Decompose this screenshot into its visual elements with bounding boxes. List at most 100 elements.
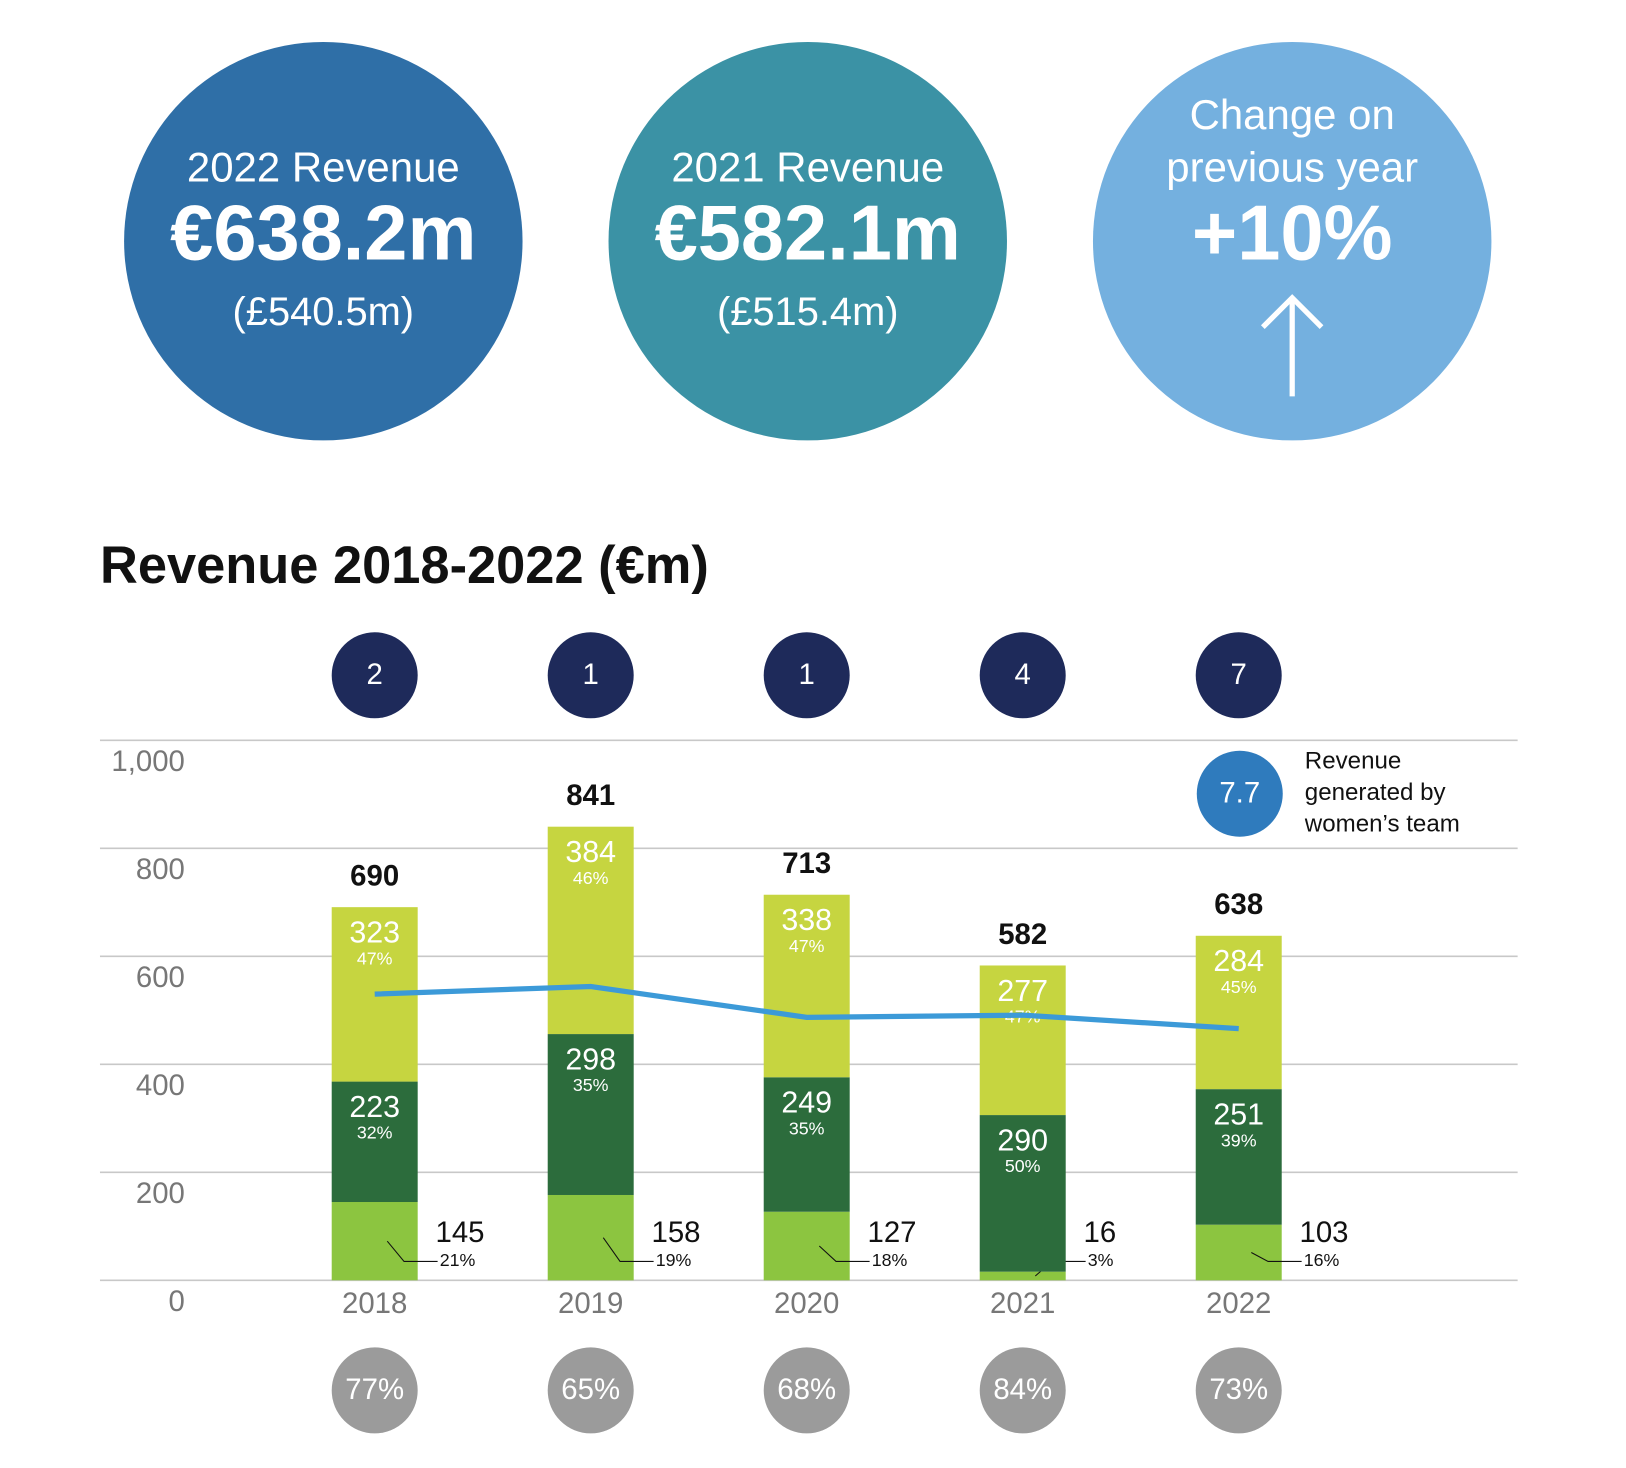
trend-line — [374, 983, 1239, 1032]
top-badge — [1195, 632, 1282, 719]
x-tick-label: 2021 — [990, 1287, 1055, 1320]
y-tick-label: 0 — [169, 1285, 185, 1318]
total-label: 713 — [782, 847, 831, 880]
total-label: 690 — [350, 860, 399, 893]
bar-segment — [1195, 1089, 1282, 1225]
bar-segment — [979, 965, 1066, 1116]
top-badge-label: 2 — [367, 658, 383, 691]
share-label: 35% — [573, 1075, 609, 1095]
bottom-badge — [1195, 1347, 1282, 1434]
y-tick-label: 400 — [136, 1069, 185, 1102]
bottom-badge-label: 73% — [1209, 1373, 1268, 1406]
kpi-title: 2022 Revenue — [186, 144, 460, 191]
share-label: 45% — [1221, 977, 1257, 997]
share-label: 21% — [440, 1250, 476, 1270]
bottom-badge-label: 77% — [345, 1373, 404, 1406]
legend-badge-label: 7.7 — [1219, 777, 1260, 810]
total-label: 582 — [998, 918, 1047, 951]
chart-title: Revenue 2018-2022 (€m) — [100, 537, 709, 595]
leader-line — [818, 1245, 870, 1262]
kpi-value: +10% — [1192, 191, 1393, 277]
share-label: 16% — [1304, 1250, 1340, 1270]
top-badge-label: 1 — [583, 658, 599, 691]
kpi-sub: (£540.5m) — [233, 290, 415, 334]
value-label: 384 — [565, 835, 616, 869]
bar-segment — [979, 1271, 1066, 1281]
x-tick-label: 2019 — [558, 1287, 623, 1320]
leader-line — [1251, 1252, 1302, 1262]
bar-segment — [1195, 935, 1282, 1090]
bar-segment — [331, 1202, 418, 1281]
x-tick-label: 2020 — [774, 1287, 839, 1320]
bottom-badge-label: 68% — [777, 1373, 836, 1406]
top-badge-label: 1 — [799, 658, 815, 691]
kpi-circle — [608, 41, 1007, 441]
share-label: 3% — [1088, 1250, 1114, 1270]
bar-segment — [979, 1115, 1066, 1272]
bottom-badge — [763, 1347, 850, 1434]
share-label: 50% — [1005, 1156, 1041, 1176]
top-badge-label: 7 — [1231, 658, 1247, 691]
share-label: 46% — [573, 868, 609, 888]
value-label: 103 — [1300, 1216, 1349, 1249]
bar-segment — [763, 894, 850, 1078]
bar-segment — [547, 1034, 634, 1195]
share-label: 35% — [789, 1118, 825, 1138]
total-label: 841 — [566, 779, 615, 812]
value-label: 16 — [1084, 1216, 1117, 1249]
value-label: 338 — [781, 903, 832, 937]
y-tick-label: 600 — [136, 961, 185, 994]
top-badge — [979, 632, 1066, 719]
bar-segment — [331, 1081, 418, 1203]
arrow-head — [1260, 294, 1324, 330]
value-label: 298 — [565, 1042, 616, 1076]
value-label: 158 — [652, 1216, 701, 1249]
legend-label: Revenue generated by women’s team — [1304, 746, 1460, 837]
share-label: 39% — [1221, 1130, 1257, 1150]
kpi-circle — [1092, 41, 1492, 441]
value-label: 284 — [1213, 944, 1264, 978]
share-label: 47% — [357, 948, 393, 968]
value-label: 145 — [436, 1216, 485, 1249]
value-label: 290 — [997, 1123, 1048, 1157]
kpi-value: €582.1m — [655, 191, 961, 277]
top-badge — [331, 632, 418, 719]
share-label: 47% — [789, 936, 825, 956]
kpi-sub: (£515.4m) — [717, 290, 899, 334]
bottom-badge — [979, 1347, 1066, 1434]
bar-segment — [1195, 1224, 1282, 1281]
leader-line — [386, 1240, 438, 1262]
bar-segment — [763, 1077, 850, 1212]
y-tick-label: 1,000 — [111, 745, 184, 778]
kpi-circle — [124, 41, 523, 441]
share-label: 19% — [656, 1250, 692, 1270]
x-tick-label: 2018 — [342, 1287, 407, 1320]
top-badge — [763, 632, 850, 719]
bottom-badge-label: 65% — [561, 1373, 620, 1406]
kpi-title: 2021 Revenue — [671, 144, 945, 191]
bottom-badge — [547, 1347, 634, 1434]
legend-label-box: Revenue generated by women’s team — [1304, 746, 1460, 837]
value-label: 277 — [997, 974, 1048, 1008]
share-label: 32% — [357, 1123, 393, 1143]
y-tick-label: 800 — [136, 853, 185, 886]
top-badge — [547, 632, 634, 719]
kpi-value: €638.2m — [170, 191, 476, 277]
value-label: 127 — [868, 1216, 917, 1249]
bar-segment — [763, 1211, 850, 1281]
kpi-title-box: Change on previous year — [1166, 92, 1418, 191]
bar-segment — [547, 1194, 634, 1281]
legend-badge — [1196, 750, 1283, 837]
value-label: 251 — [1213, 1097, 1264, 1131]
total-label: 638 — [1214, 888, 1263, 921]
top-badge-label: 4 — [1015, 658, 1031, 691]
share-label: 18% — [872, 1250, 908, 1270]
kpi-title-box: 2021 Revenue — [671, 144, 945, 191]
bar-segment — [547, 826, 634, 1035]
x-tick-label: 2022 — [1206, 1287, 1271, 1320]
kpi-title-box: 2022 Revenue — [186, 144, 460, 191]
leader-line — [602, 1237, 654, 1262]
y-tick-label: 200 — [136, 1177, 185, 1210]
value-label: 249 — [781, 1086, 832, 1120]
